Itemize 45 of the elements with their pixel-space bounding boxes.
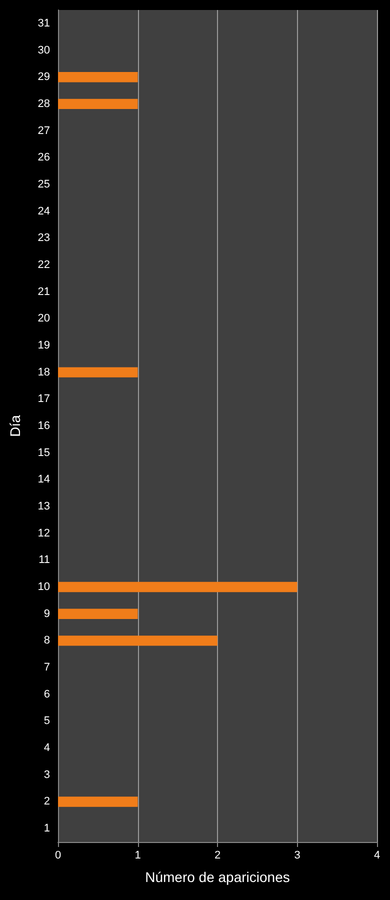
y-tick-label: 4: [44, 742, 50, 754]
bar: [58, 72, 138, 82]
y-tick-label: 2: [44, 796, 50, 808]
bar: [58, 98, 138, 110]
y-tick-label: 10: [38, 581, 50, 594]
y-tick-label: 23: [38, 232, 50, 244]
y-axis-title: Día: [7, 414, 23, 437]
y-tick-label: 28: [38, 98, 50, 110]
y-tick-label: 16: [38, 420, 50, 432]
y-tick-label: 11: [38, 554, 50, 566]
bar: [58, 367, 138, 378]
y-tick-label: 14: [38, 474, 50, 486]
y-tick-label: 5: [44, 715, 50, 728]
y-tick-label: 27: [38, 124, 50, 137]
bar: [58, 796, 138, 807]
y-tick-label: 6: [44, 688, 50, 700]
bar: [58, 636, 218, 646]
y-tick-label: 8: [44, 634, 50, 647]
y-tick-label: 29: [38, 71, 50, 84]
bar: [58, 582, 298, 592]
y-tick-label: 31: [38, 17, 50, 30]
x-tick-label: 4: [374, 850, 380, 862]
y-tick-label: 1: [44, 822, 50, 835]
y-tick-label: 26: [38, 152, 50, 164]
y-tick-label: 20: [38, 312, 50, 325]
x-tick-label: 3: [294, 850, 300, 862]
x-tick-label: 1: [134, 850, 141, 862]
y-tick-label: 17: [38, 393, 50, 406]
y-tick-label: 9: [44, 608, 50, 620]
y-tick-label: 7: [44, 662, 50, 674]
y-tick-label: 30: [38, 44, 50, 56]
y-tick-label: 3: [44, 768, 50, 781]
y-tick-label: 13: [38, 500, 50, 513]
x-tick-label: 2: [214, 850, 221, 862]
y-tick-label: 19: [38, 339, 50, 352]
x-axis-title: Número de apariciones: [145, 869, 290, 885]
bar: [58, 608, 138, 619]
y-tick-label: 12: [38, 527, 50, 540]
y-tick-label: 21: [38, 286, 50, 298]
y-tick-label: 22: [38, 258, 50, 271]
x-tick-label: 0: [54, 850, 62, 862]
y-tick-label: 18: [38, 366, 50, 378]
y-tick-label: 15: [38, 446, 50, 459]
y-tick-label: 25: [38, 178, 50, 190]
y-tick-label: 24: [38, 205, 50, 218]
